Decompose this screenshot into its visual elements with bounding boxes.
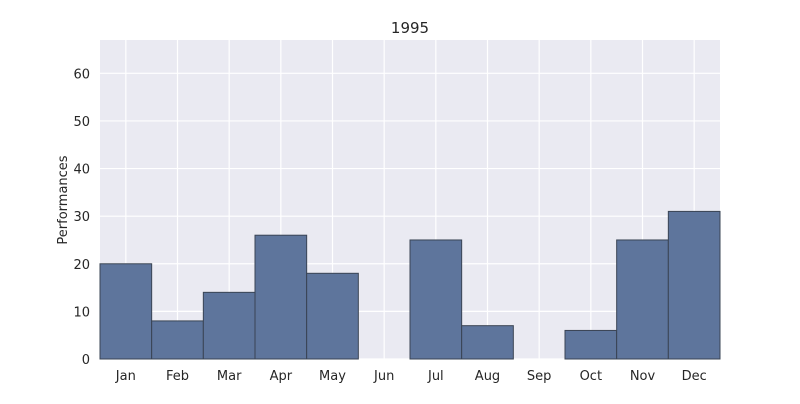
y-tick-label: 50 (73, 115, 90, 130)
bar-jan (99, 263, 153, 360)
bar-mar (202, 291, 256, 360)
x-tick-labels: Jan Feb Mar Apr May Jun Jul Aug Sep Oct Nov Dec (115, 369, 707, 384)
x-tick-label: Apr (270, 369, 293, 384)
x-tick-label: Dec (682, 369, 707, 384)
y-tick-label: 40 (73, 163, 90, 178)
x-tick-label: Jan (115, 369, 136, 384)
bar-aug (461, 325, 514, 360)
x-tick-label: Jun (373, 369, 394, 384)
y-tick-label: 0 (82, 353, 90, 368)
bar-nov (616, 239, 669, 360)
y-axis-label: Performances (56, 155, 71, 244)
x-tick-label: Aug (475, 369, 500, 384)
x-tick-label: Feb (166, 369, 189, 384)
bar-dec (667, 210, 721, 360)
x-tick-label: Nov (630, 369, 656, 384)
x-tick-label: Oct (580, 369, 602, 384)
bar-jul (409, 239, 463, 360)
bars (99, 210, 721, 360)
chart-title: 1995 (391, 19, 429, 37)
x-tick-label: May (319, 369, 346, 384)
bar-oct (564, 329, 618, 360)
x-tick-label: Jul (427, 369, 444, 384)
y-tick-labels: 0 10 20 30 40 50 60 (73, 67, 90, 368)
y-tick-label: 60 (73, 67, 90, 82)
x-tick-label: Sep (527, 369, 552, 384)
bar-may (306, 272, 359, 360)
x-tick-label: Mar (217, 369, 242, 384)
bar-apr (254, 234, 308, 360)
y-tick-label: 10 (73, 305, 90, 320)
y-tick-label: 30 (73, 210, 90, 225)
bar-feb (151, 320, 204, 360)
y-tick-label: 20 (73, 258, 90, 273)
